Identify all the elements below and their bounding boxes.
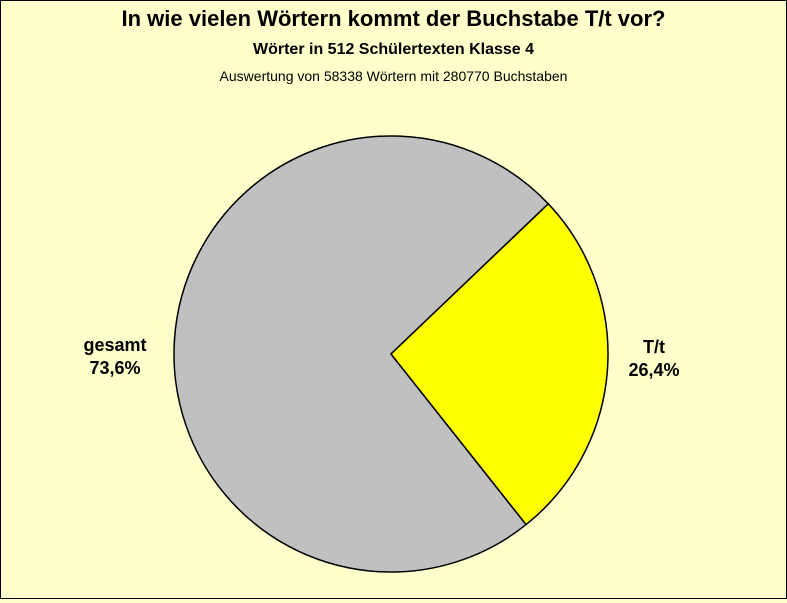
slice-name-gesamt: gesamt (83, 335, 147, 355)
slice-value-tt: 26,4% (628, 359, 680, 380)
slice-label-gesamt: gesamt 73,6% (65, 334, 165, 379)
slice-label-tt: T/t 26,4% (604, 336, 704, 381)
pie-slice-gesamt (173, 135, 550, 573)
pie-slice-tt (389, 202, 609, 526)
slice-value-gesamt: 73,6% (89, 357, 141, 378)
chart-note: Auswertung von 58338 Wörtern mit 280770 … (219, 68, 568, 84)
chart-title: In wie vielen Wörtern kommt der Buchstab… (121, 6, 666, 31)
chart-subtitle: Wörter in 512 Schülertexten Klasse 4 (253, 41, 534, 58)
slice-name-tt: T/t (643, 337, 665, 357)
